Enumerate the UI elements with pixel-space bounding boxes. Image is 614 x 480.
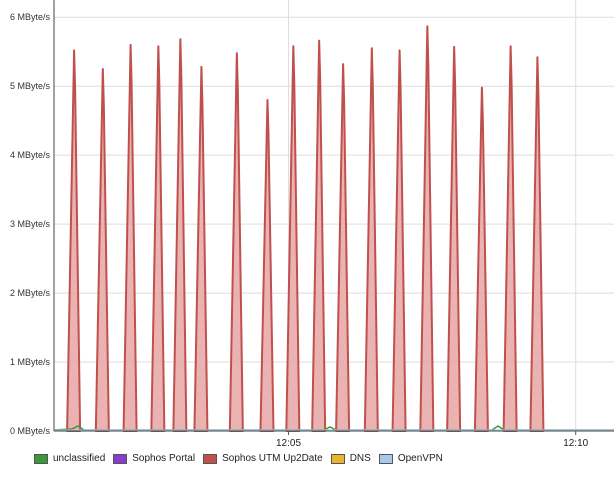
up2date-spike xyxy=(473,86,489,432)
legend-item-sophos-utm-up2date[interactable]: Sophos UTM Up2Date xyxy=(203,453,323,464)
up2date-spike xyxy=(419,25,435,432)
y-tick-label: 3 MByte/s xyxy=(10,219,51,229)
legend-label: DNS xyxy=(349,453,371,464)
y-tick-label: 6 MByte/s xyxy=(10,12,51,22)
x-tick-label: 12:10 xyxy=(563,438,588,449)
legend-swatch xyxy=(203,453,218,464)
legend-item-sophos-portal[interactable]: Sophos Portal xyxy=(113,453,195,464)
legend-label: OpenVPN xyxy=(397,453,443,464)
legend-label: unclassified xyxy=(53,453,106,464)
legend-swatch xyxy=(378,453,393,464)
legend-item-dns[interactable]: DNS xyxy=(330,453,371,464)
up2date-spike xyxy=(391,49,407,432)
legend-label: Sophos Portal xyxy=(132,453,196,464)
up2date-spike xyxy=(446,45,462,432)
y-tick-label: 2 MByte/s xyxy=(10,288,51,298)
grid xyxy=(54,0,614,431)
y-tick-label: 4 MByte/s xyxy=(10,150,51,160)
x-axis-ticks: 12:05 12:10 xyxy=(276,438,589,449)
up2date-spike xyxy=(311,39,327,432)
up2date-spike xyxy=(502,45,518,432)
legend-swatch xyxy=(330,453,345,464)
up2date-spike xyxy=(193,65,209,432)
axes xyxy=(53,0,614,435)
y-axis-ticks: 0 MByte/s 1 MByte/s 2 MByte/s 3 MByte/s 4 MB… xyxy=(10,12,51,436)
unclassified-line xyxy=(53,425,614,431)
y-tick-label: 1 MByte/s xyxy=(10,357,51,367)
y-tick-label: 0 MByte/s xyxy=(10,426,51,436)
up2date-spike xyxy=(363,47,379,432)
up2date-spike xyxy=(66,49,82,432)
up2date-spike xyxy=(122,43,138,432)
legend-swatch xyxy=(34,453,48,464)
legend: unclassified Sophos Portal Sophos UTM Up… xyxy=(34,453,451,464)
x-tick-label: 12:05 xyxy=(276,438,301,449)
up2date-area-series xyxy=(66,25,545,432)
up2date-spike xyxy=(529,56,545,432)
up2date-spike xyxy=(259,98,275,432)
up2date-spike xyxy=(150,45,166,432)
up2date-spike xyxy=(94,67,110,432)
legend-label: Sophos UTM Up2Date xyxy=(222,453,323,464)
up2date-spike xyxy=(172,38,188,432)
legend-item-openvpn[interactable]: OpenVPN xyxy=(378,453,443,464)
up2date-spike xyxy=(335,63,351,432)
y-tick-label: 5 MByte/s xyxy=(10,81,51,91)
legend-swatch xyxy=(113,453,128,464)
legend-item-unclassified[interactable]: unclassified xyxy=(34,453,105,464)
up2date-spike xyxy=(228,52,244,432)
